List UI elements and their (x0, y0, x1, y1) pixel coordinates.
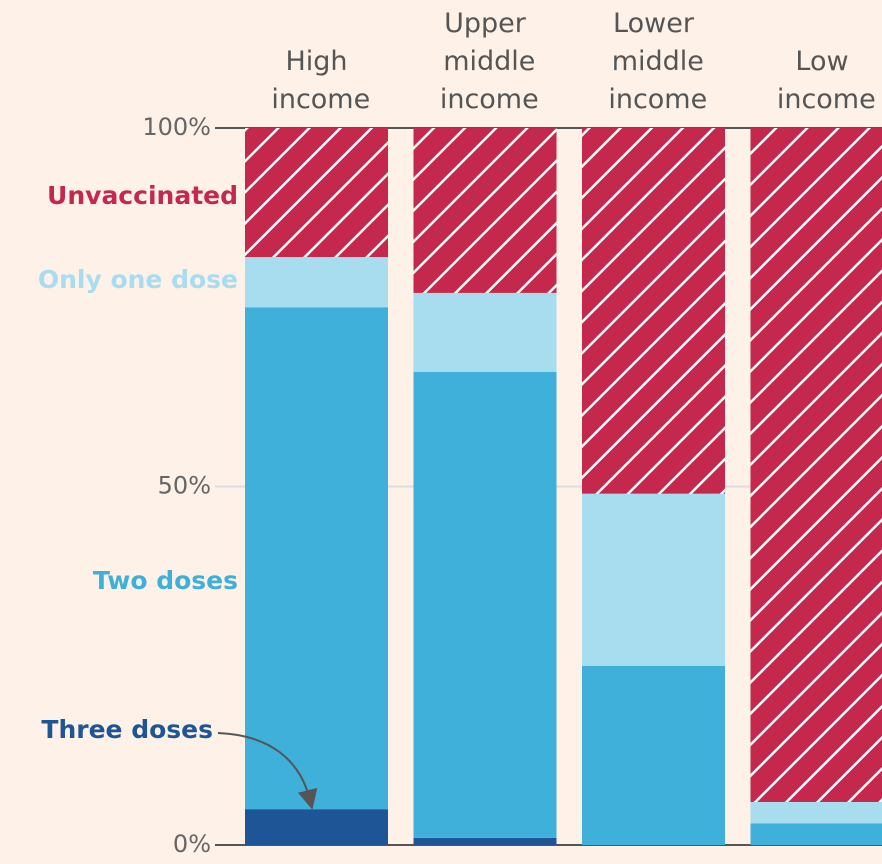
y-tick-label: 100% (142, 113, 211, 141)
x-tick-label: Lower middle income (600, 8, 707, 115)
x-tick-label: Upper middle income (431, 8, 538, 115)
y-tick-label: 0% (173, 830, 211, 858)
bar-segment (582, 128, 725, 494)
legend-label: Three doses (41, 715, 213, 744)
annotation-arrow (217, 732, 318, 810)
bar-segment (245, 257, 388, 308)
bar-segment (750, 128, 882, 802)
bar-segment (413, 837, 557, 845)
legend-label: Only one dose (38, 265, 238, 294)
bar-segment (582, 665, 725, 845)
bar-segment (413, 292, 557, 372)
y-tick-label: 50% (158, 472, 211, 500)
bar-segment (245, 809, 388, 845)
bar-segment (245, 307, 388, 810)
legend-label: Unvaccinated (47, 181, 238, 210)
bar-segment (582, 493, 725, 666)
bar-segment (750, 801, 882, 824)
bar-segment (750, 823, 882, 845)
legend-label: Two doses (93, 566, 238, 595)
bar-segment (245, 128, 388, 258)
x-tick-label: High income (263, 46, 370, 115)
x-tick-label: Low income (768, 46, 875, 115)
bar-segment (413, 371, 557, 838)
bar-segment (413, 128, 557, 293)
